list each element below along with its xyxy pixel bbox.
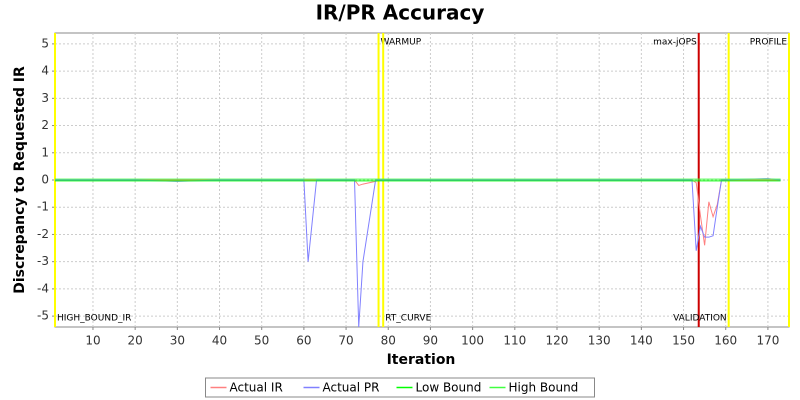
y-tick-label: -5 [37, 309, 49, 323]
y-tick-label: -2 [37, 227, 49, 241]
series-line [55, 178, 781, 327]
x-tick-label: 150 [672, 334, 695, 348]
x-tick-label: 170 [756, 334, 779, 348]
x-tick-label: 30 [170, 334, 185, 348]
x-tick-label: 100 [461, 334, 484, 348]
y-tick-label: -3 [37, 254, 49, 268]
x-tick-label: 130 [588, 334, 611, 348]
y-tick-label: 2 [41, 118, 49, 132]
chart-title: IR/PR Accuracy [316, 1, 485, 25]
y-tick-label: -4 [37, 281, 49, 295]
x-tick-label: 60 [296, 334, 311, 348]
x-axis-label: Iteration [387, 352, 456, 368]
x-tick-label: 140 [630, 334, 653, 348]
marker-label: PROFILE [750, 38, 788, 48]
y-tick-label: 1 [41, 145, 49, 159]
y-tick-label: -1 [37, 200, 49, 214]
x-tick-label: 120 [546, 334, 569, 348]
marker-label: RT_CURVE [385, 314, 431, 324]
x-tick-label: 90 [423, 334, 438, 348]
legend-label: Actual PR [323, 381, 380, 395]
marker-label: max-jOPS [653, 38, 697, 48]
x-tick-label: 20 [128, 334, 143, 348]
x-tick-label: 10 [85, 334, 100, 348]
marker-label: HIGH_BOUND_IR [57, 314, 131, 324]
legend-label: Low Bound [416, 381, 482, 395]
x-tick-label: 80 [381, 334, 396, 348]
y-tick-label: 3 [41, 91, 49, 105]
legend-label: Actual IR [230, 381, 283, 395]
y-tick-label: 4 [41, 64, 49, 78]
y-axis-label: Discrepancy to Requested IR [12, 66, 28, 294]
x-tick-label: 40 [212, 334, 227, 348]
x-tick-label: 50 [254, 334, 269, 348]
x-tick-label: 110 [503, 334, 526, 348]
x-tick-label: 160 [714, 334, 737, 348]
y-tick-label: 0 [41, 173, 49, 187]
y-tick-label: 5 [41, 36, 49, 50]
x-tick-label: 70 [338, 334, 353, 348]
marker-label: VALIDATION [673, 314, 727, 324]
legend-label: High Bound [509, 381, 579, 395]
marker-label: WARMUP [381, 38, 422, 48]
